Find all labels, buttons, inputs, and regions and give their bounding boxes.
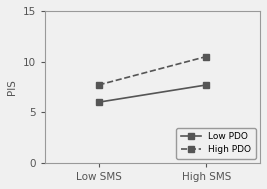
High PDO (205, 55, 208, 58)
Line: High PDO: High PDO (96, 53, 209, 88)
Y-axis label: PIS: PIS (7, 79, 17, 95)
High PDO (97, 84, 100, 86)
Low PDO (205, 84, 208, 86)
Legend: Low PDO, High PDO: Low PDO, High PDO (176, 128, 256, 159)
Low PDO (97, 101, 100, 103)
Line: Low PDO: Low PDO (96, 82, 209, 105)
